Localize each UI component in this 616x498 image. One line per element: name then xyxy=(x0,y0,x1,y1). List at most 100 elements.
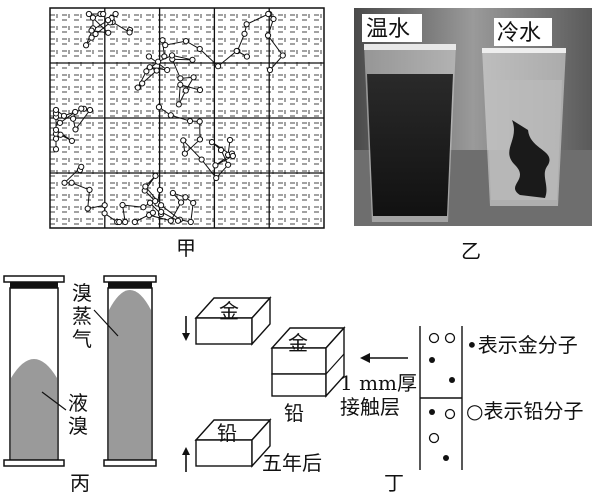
particle-position xyxy=(78,105,85,112)
particle-position xyxy=(142,183,149,190)
particle-position xyxy=(155,58,162,65)
right-tube-base xyxy=(103,459,157,467)
liquid-label-2: 溴 xyxy=(68,414,88,438)
down-arrow-head xyxy=(182,333,190,341)
particle-position xyxy=(164,66,171,74)
gold-label-top: 金 xyxy=(219,299,239,323)
particle-position xyxy=(116,218,123,226)
lead-molecule xyxy=(444,408,456,420)
warm-beaker-rim xyxy=(364,44,456,50)
particle-position xyxy=(266,66,274,74)
cold-label-box xyxy=(494,18,552,46)
particle-position xyxy=(146,64,153,71)
particle-position xyxy=(131,218,138,226)
up-arrow-head xyxy=(182,447,190,455)
vapor-leader-line xyxy=(93,309,119,337)
particle-position xyxy=(208,139,216,146)
particle-position xyxy=(52,146,60,153)
particle-position xyxy=(143,68,150,75)
particle-position xyxy=(168,52,176,59)
stack-side-divider xyxy=(325,353,345,375)
particle-position xyxy=(88,34,95,41)
liquid-label-1: 液 xyxy=(68,391,88,415)
panel-jia: 甲 xyxy=(49,7,325,260)
particle-position xyxy=(189,56,196,63)
stack-lead-front xyxy=(271,373,327,397)
contact-label-2: 接触层 xyxy=(340,395,400,419)
particle-position xyxy=(57,131,64,138)
lead-molecule xyxy=(428,432,440,444)
lead-label-stack: 铅 xyxy=(284,401,304,425)
particle-position xyxy=(190,74,197,81)
left-tube-base xyxy=(3,459,65,467)
particle-position xyxy=(158,202,165,209)
particle-position xyxy=(140,204,147,211)
particle-position xyxy=(61,179,68,186)
legend-gold: •表示金分子 xyxy=(466,333,578,357)
particle-position xyxy=(82,42,90,49)
liquid-leader-line xyxy=(41,391,67,411)
particle-position xyxy=(105,29,112,36)
vapor-label-3: 气 xyxy=(72,327,92,351)
panel-bing: 溴 蒸 气 液 溴 丙 xyxy=(3,275,157,495)
particle-position xyxy=(104,17,112,24)
particle-position xyxy=(52,126,60,133)
vapor-label-1: 溴 xyxy=(72,281,92,305)
warm-water-label: 温水 xyxy=(366,17,410,42)
gold-block-front xyxy=(195,317,253,345)
gold-molecule xyxy=(449,377,455,383)
ink-diffusion-cloud xyxy=(509,120,550,198)
particle-position xyxy=(126,29,133,36)
particle-position xyxy=(149,209,156,216)
particle-position xyxy=(226,136,234,144)
particle-position xyxy=(279,52,286,59)
panel-yi: 温水 冷水 乙 xyxy=(354,8,592,263)
lead-molecule xyxy=(428,332,440,344)
particle-position xyxy=(52,106,60,114)
particle-position xyxy=(72,126,79,133)
particle-position xyxy=(152,172,159,179)
particle-position xyxy=(196,136,204,143)
gold-molecule xyxy=(443,455,449,461)
particle-position xyxy=(229,152,236,160)
particle-position xyxy=(186,117,194,125)
particle-position xyxy=(70,115,77,122)
contact-arrow-head xyxy=(360,353,370,363)
particle-position xyxy=(122,218,129,226)
cold-beaker-rim xyxy=(482,48,566,53)
particle-position xyxy=(182,38,190,45)
particle-position xyxy=(270,15,277,23)
particle-position xyxy=(153,67,160,74)
warm-water xyxy=(367,74,453,216)
particle-position xyxy=(177,81,184,88)
particle-position xyxy=(167,217,174,224)
particle-position xyxy=(198,156,205,163)
particle-position xyxy=(190,199,197,207)
left-liquid-bromine xyxy=(11,359,57,459)
warm-label-box xyxy=(362,14,422,42)
particle-position xyxy=(101,210,108,217)
gold-block-side xyxy=(251,296,271,346)
particle-position xyxy=(177,199,185,206)
gold-label-stack: 金 xyxy=(288,331,308,355)
particle-position xyxy=(196,45,203,53)
caption-yi: 乙 xyxy=(461,239,481,263)
cold-water-label: 冷水 xyxy=(497,21,541,46)
particle-position xyxy=(175,101,182,108)
gold-molecule xyxy=(429,409,435,415)
particle-position xyxy=(177,75,184,82)
lead-block-front xyxy=(195,439,253,467)
particle-position xyxy=(84,205,91,212)
particle-position xyxy=(52,135,60,142)
particle-position xyxy=(225,161,232,168)
contact-label-1: 1 mm厚 xyxy=(340,371,417,395)
particle-position xyxy=(119,201,126,209)
particle-position xyxy=(243,21,250,28)
particle-position xyxy=(174,217,182,224)
particle-position xyxy=(233,47,240,55)
particle-position xyxy=(181,150,188,157)
particle-position xyxy=(60,112,68,119)
particle-position xyxy=(68,137,76,144)
particle-position xyxy=(86,106,94,114)
particle-position xyxy=(134,84,141,91)
